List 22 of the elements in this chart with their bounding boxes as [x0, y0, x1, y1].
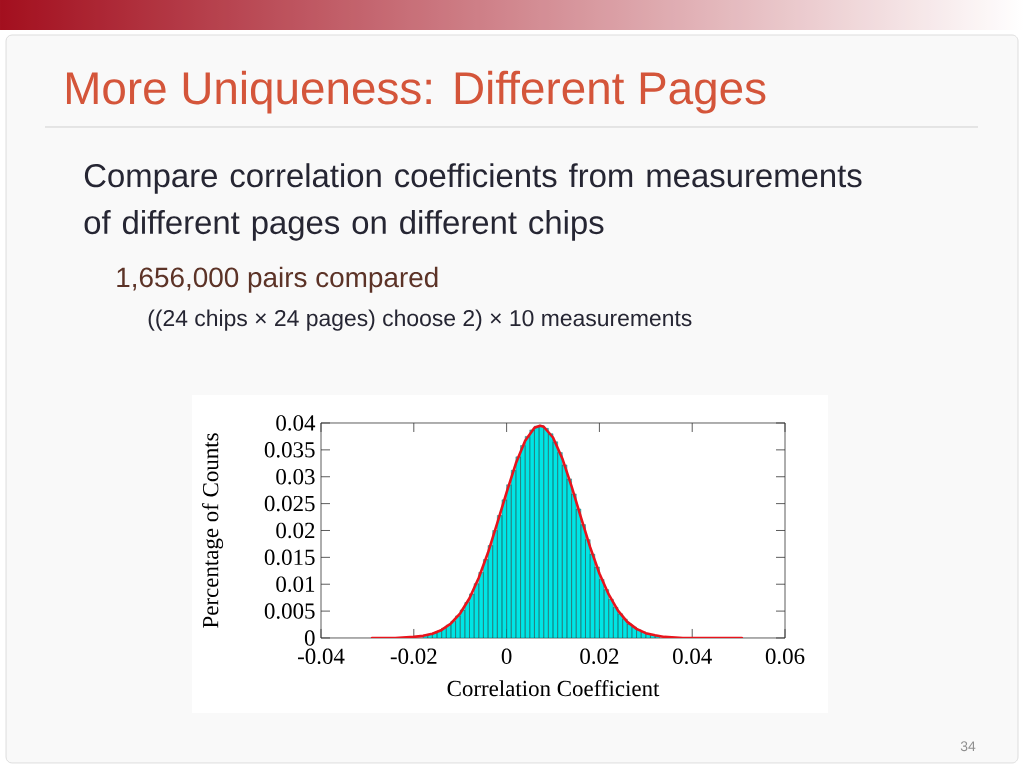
- x-tick-label: -0.04: [297, 648, 345, 665]
- y-axis-title: Percentage of Counts: [202, 433, 224, 628]
- y-tick-label: 0.005: [264, 603, 315, 619]
- x-tick-label: -0.02: [390, 648, 437, 665]
- text: ((24 chips × 24 pages) choose 2) × 10 measurements: [148, 309, 692, 331]
- chart-subtitle: Compare correlation coefficients from measurements of different pages on different chips: [84, 163, 862, 241]
- y-tick-label: 0.02: [276, 522, 315, 539]
- y-tick-label: 0.015: [264, 549, 315, 566]
- y-tick-label: 0.04: [276, 415, 316, 431]
- x-tick-label: 0.02: [580, 648, 619, 665]
- x-tick-label: 0: [501, 648, 512, 664]
- y-tick-label: 0.03: [276, 468, 315, 485]
- y-tick-label: 0.01: [276, 576, 315, 593]
- y-tick-label: 0.035: [264, 442, 315, 458]
- x-tick-label: 0.06: [765, 648, 805, 665]
- y-tick-label: 0: [304, 630, 315, 646]
- text: 1,656,000 pairs compared: [117, 266, 438, 293]
- y-tick-label: 0.025: [264, 495, 315, 512]
- x-tick-label: 0.04: [673, 648, 712, 665]
- x-axis-title: Correlation Coefficient: [447, 679, 660, 697]
- chart-title: More Uniqueness: Different Pages: [66, 70, 766, 114]
- text: 34: [960, 741, 976, 752]
